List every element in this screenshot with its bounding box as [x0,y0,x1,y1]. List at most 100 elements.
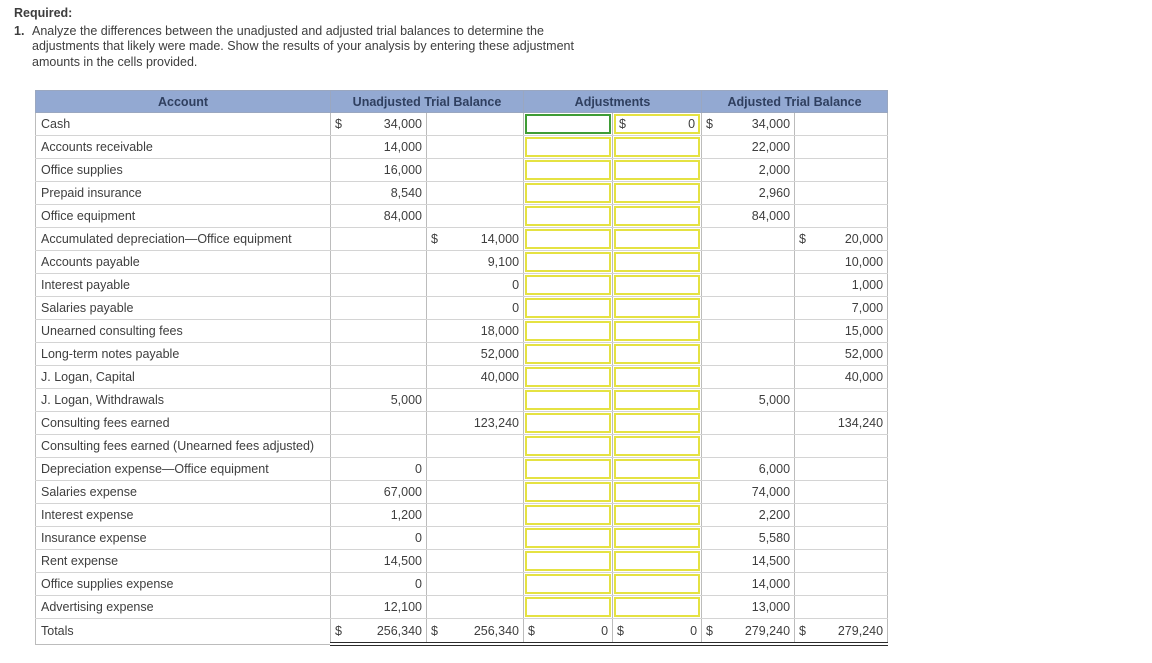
adjustment-credit-input[interactable] [614,436,701,456]
unadjusted-credit [425,434,525,458]
adjustment-debit-cell [523,158,614,182]
account-name: Rent expense [35,549,331,573]
adjustment-debit-cell [523,526,614,550]
total-value: 279,240 [837,623,884,638]
amount-value: 10,000 [844,255,884,269]
unadjusted-debit: 1,200 [330,503,427,527]
adjustment-credit-input[interactable] [614,551,701,571]
adjustment-debit-cell [523,319,614,343]
unadjusted-debit: 0 [330,526,427,550]
adjustment-credit-input[interactable] [614,321,701,341]
adjustment-credit-input[interactable] [614,505,701,525]
adjustment-credit-cell: $0 [612,112,703,136]
adjustment-debit-input[interactable] [525,459,612,479]
adjustment-credit-input[interactable] [614,344,701,364]
adjustment-credit-input[interactable] [614,367,701,387]
adjustment-credit-input[interactable] [614,160,701,180]
adjustment-debit-input-active[interactable] [525,114,612,134]
adjustment-credit-input[interactable] [614,390,701,410]
adjustment-debit-cell [523,227,614,251]
unadjusted-debit: 84,000 [330,204,427,228]
amount-value: 7,000 [851,301,884,315]
adjustment-credit-input[interactable] [614,298,701,318]
table-row: Rent expense 14,500 14,500 [35,549,889,573]
adjustment-credit-input[interactable] [614,252,701,272]
currency-sign: $ [706,623,713,638]
adjustment-credit-cell [612,250,703,274]
table-row: Depreciation expense—Office equipment 0 6,… [35,457,889,481]
adjustment-debit-input[interactable] [525,413,612,433]
adjustment-debit-input[interactable] [525,137,612,157]
amount-value: 123,240 [473,416,520,430]
adjustment-debit-input[interactable] [525,574,612,594]
adjustment-credit-input[interactable] [614,574,701,594]
adjustment-credit-input[interactable] [614,229,701,249]
adjustment-debit-cell [523,388,614,412]
instruction-text: Analyze the differences between the unad… [32,23,574,69]
adjustment-debit-cell [523,595,614,619]
adjustment-debit-input[interactable] [525,482,612,502]
currency-sign: $ [619,117,626,131]
unadjusted-debit [330,365,427,389]
unadjusted-credit: 18,000 [425,319,525,343]
adjustment-debit-input[interactable] [525,183,612,203]
adjustment-credit-input[interactable] [614,275,701,295]
adjustment-debit-input[interactable] [525,390,612,410]
table-row: Cash $34,000 $0 $34,000 [35,112,889,136]
amount-value: 6,000 [758,462,791,476]
adjustment-debit-input[interactable] [525,298,612,318]
adjustment-credit-cell [612,296,703,320]
adjustment-debit-input[interactable] [525,275,612,295]
adjusted-debit: 2,200 [701,503,796,527]
amount-value: 40,000 [480,370,520,384]
unadjusted-debit [330,250,427,274]
unadjusted-credit [425,388,525,412]
adjusted-debit [701,365,796,389]
adjustment-credit-input[interactable]: $0 [614,114,701,134]
adjustment-credit-cell [612,342,703,366]
column-header-adjustments: Adjustments [523,90,703,113]
amount-value: 14,500 [751,554,791,568]
adjustment-debit-input[interactable] [525,367,612,387]
adjustment-debit-input[interactable] [525,321,612,341]
adjustment-debit-input[interactable] [525,160,612,180]
column-header-account: Account [35,90,331,113]
table-row: Consulting fees earned (Unearned fees ad… [35,434,889,458]
adjustment-debit-input[interactable] [525,528,612,548]
adjustment-debit-input[interactable] [525,344,612,364]
adjustment-debit-cell [523,250,614,274]
table-row: Accounts payable 9,100 10,000 [35,250,889,274]
account-name: Advertising expense [35,595,331,619]
adjustment-credit-input[interactable] [614,459,701,479]
adjustment-debit-input[interactable] [525,551,612,571]
adjustment-credit-input[interactable] [614,206,701,226]
amount-value: 84,000 [751,209,791,223]
adjustment-debit-input[interactable] [525,229,612,249]
adjustment-credit-input[interactable] [614,597,701,617]
adjustment-credit-input[interactable] [614,183,701,203]
adjusted-credit [794,388,889,412]
table-row: Unearned consulting fees 18,000 15,000 [35,319,889,343]
unadjusted-debit [330,411,427,435]
adjustment-debit-cell [523,365,614,389]
adjustment-debit-input[interactable] [525,252,612,272]
unadjusted-credit [425,503,525,527]
account-name: Long-term notes payable [35,342,331,366]
column-header-unadjusted: Unadjusted Trial Balance [329,90,525,113]
adjustment-credit-input[interactable] [614,413,701,433]
amount-value: 15,000 [844,324,884,338]
adjustment-debit-input[interactable] [525,436,612,456]
adjustment-debit-input[interactable] [525,597,612,617]
adjustment-debit-input[interactable] [525,206,612,226]
adjustment-credit-input[interactable] [614,137,701,157]
required-label: Required: [14,6,73,20]
account-name: Accounts payable [35,250,331,274]
instruction-number: 1. [14,23,25,38]
adjustment-credit-input[interactable] [614,528,701,548]
totals-unadjusted-debit: $256,340 [330,618,427,646]
adjusted-credit: 15,000 [794,319,889,343]
adjustment-credit-input[interactable] [614,482,701,502]
adjusted-debit: 6,000 [701,457,796,481]
adjusted-debit: 5,580 [701,526,796,550]
adjustment-debit-input[interactable] [525,505,612,525]
